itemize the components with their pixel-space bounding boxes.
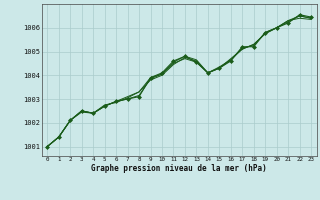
X-axis label: Graphe pression niveau de la mer (hPa): Graphe pression niveau de la mer (hPa) xyxy=(91,164,267,173)
